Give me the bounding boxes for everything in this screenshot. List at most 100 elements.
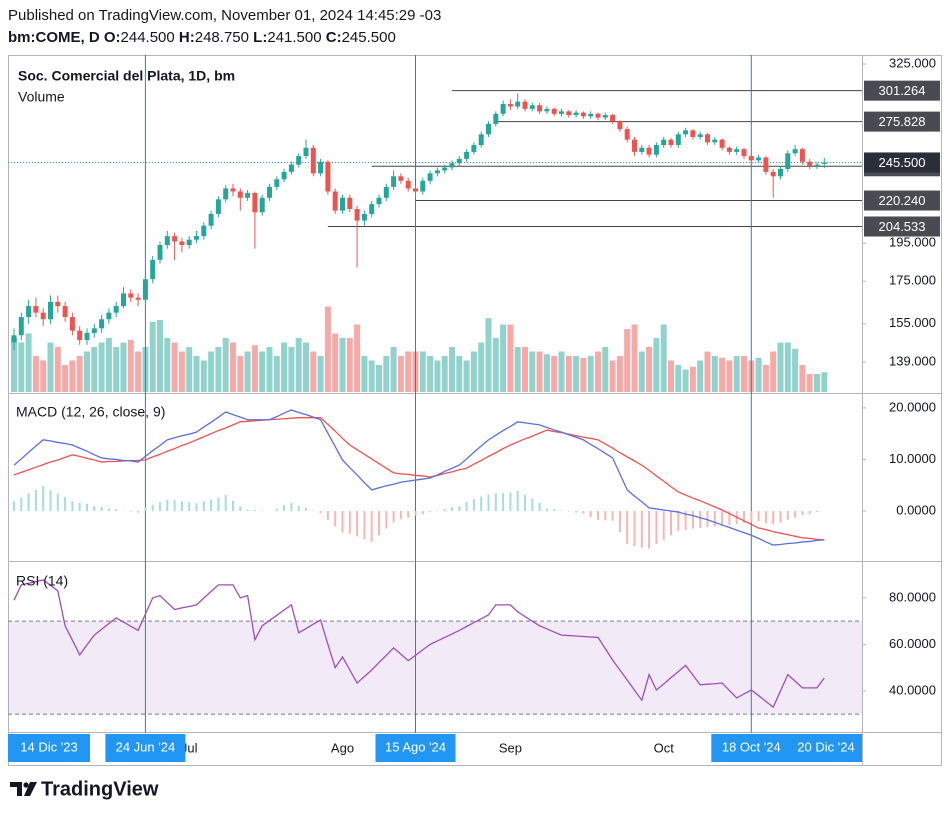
volume-bar <box>726 360 733 392</box>
candle-body <box>142 279 148 300</box>
volume-bar <box>25 333 32 392</box>
macd-histogram-bar <box>129 511 132 512</box>
macd-histogram-bar <box>334 511 337 527</box>
date-label-box <box>711 734 792 762</box>
macd-histogram-bar <box>407 511 410 518</box>
macd-histogram-bar <box>188 502 191 512</box>
volume-bar <box>806 374 813 392</box>
candle-body <box>690 130 696 137</box>
candle-body <box>580 112 586 117</box>
macd-histogram-bar <box>480 496 483 512</box>
candle-body <box>303 147 309 157</box>
y-tick-label: 195.000 <box>889 235 936 250</box>
candle-body <box>405 180 411 189</box>
macd-histogram-bar <box>34 489 37 512</box>
ohlc-value: 245.500 <box>342 29 396 46</box>
volume-bar <box>200 360 207 392</box>
candle-body <box>164 236 170 246</box>
macd-histogram-bar <box>56 493 59 512</box>
macd-histogram-bar <box>261 510 264 512</box>
candle-body <box>172 236 178 242</box>
macd-histogram-bar <box>297 505 300 512</box>
candle-body <box>668 139 674 146</box>
volume-bar <box>777 342 784 392</box>
candle-body <box>493 113 499 124</box>
candle-body <box>223 188 229 200</box>
candle-body <box>814 164 820 167</box>
candle-body <box>778 168 783 177</box>
candle-body <box>281 171 287 180</box>
macd-histogram-bar <box>217 497 220 512</box>
volume-bar <box>310 351 317 392</box>
volume-bar <box>514 347 521 392</box>
macd-histogram-bar <box>589 511 592 518</box>
volume-bar <box>18 342 25 392</box>
volume-bar <box>354 324 361 392</box>
candle-body <box>610 115 616 122</box>
candle-body <box>420 180 426 192</box>
symbol: bm:COME, D <box>8 29 100 46</box>
candle-body <box>544 108 550 112</box>
macd-histogram-bar <box>626 511 629 545</box>
macd-histogram-bar <box>305 507 307 512</box>
macd-histogram-bar <box>560 510 563 512</box>
macd-histogram-bar <box>253 509 256 512</box>
macd-histogram-bar <box>728 511 731 525</box>
y-tick-label: 175.000 <box>889 273 936 288</box>
macd-histogram-bar <box>553 509 556 512</box>
candle-body <box>318 161 324 174</box>
candle-body <box>748 156 754 161</box>
macd-histogram-bar <box>472 499 475 512</box>
candle-body <box>113 306 119 313</box>
macd-histogram-bar <box>107 508 110 512</box>
volume-bar <box>682 369 689 392</box>
volume-bar <box>536 351 543 392</box>
volume-bar <box>135 351 142 392</box>
candle-body <box>55 301 61 307</box>
macd-histogram-bar <box>49 489 52 512</box>
candle-body <box>340 197 345 211</box>
volume-bar <box>91 347 98 392</box>
macd-histogram-bar <box>699 511 702 529</box>
level-label: 301.264 <box>879 83 926 98</box>
macd-histogram-bar <box>816 511 818 513</box>
x-tick-label: Oct <box>654 740 675 755</box>
y-tick-label: 0.0000 <box>896 502 936 517</box>
candle-body <box>391 176 397 187</box>
volume-bar <box>346 338 353 392</box>
date-label: 15 Ago '24 <box>385 739 446 754</box>
volume-bar <box>558 351 565 392</box>
candle-body <box>128 293 134 298</box>
macd-histogram-bar <box>509 492 512 512</box>
volume-bar <box>208 351 215 392</box>
volume-bar <box>405 351 412 392</box>
macd-histogram-bar <box>326 511 329 520</box>
chart-frame <box>8 55 942 766</box>
volume-bar <box>565 356 572 392</box>
volume-bar <box>84 351 90 392</box>
macd-histogram-bar <box>246 509 249 512</box>
volume-bar <box>390 347 397 392</box>
volume-bar <box>814 374 820 392</box>
macd-histogram-bar <box>385 511 388 529</box>
rsi-band <box>8 621 862 715</box>
volume-bar <box>543 354 550 392</box>
volume-bar <box>441 356 448 392</box>
candle-body <box>354 208 360 221</box>
level-label-box <box>864 80 940 101</box>
candle-body <box>274 179 280 187</box>
date-label-box <box>790 734 862 762</box>
candle-body <box>726 147 732 152</box>
y-tick-label: 20.0000 <box>889 399 936 414</box>
volume-bar <box>120 342 127 392</box>
macd-histogram-bar <box>706 511 709 527</box>
volume-bar <box>383 356 390 392</box>
volume-bar <box>522 347 528 392</box>
level-label: 275.828 <box>879 114 926 129</box>
volume-bar <box>339 338 346 392</box>
macd-histogram-bar <box>633 511 636 547</box>
candle-body <box>135 297 141 300</box>
candle-body <box>456 158 462 164</box>
volume-bar <box>762 365 769 392</box>
